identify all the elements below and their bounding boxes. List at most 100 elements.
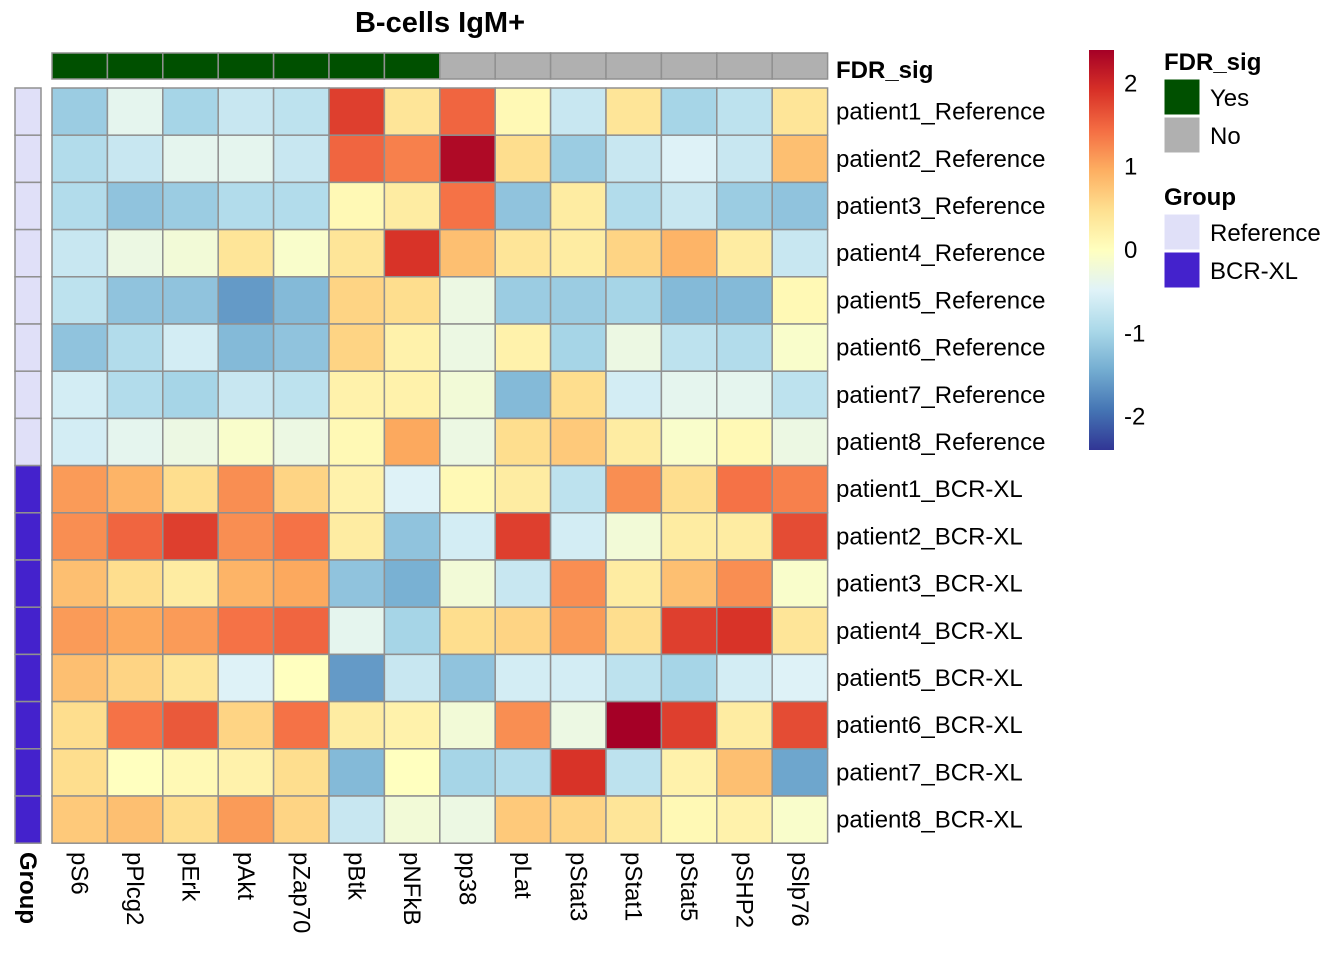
heatmap-cell-patient4-bcr-xl-ps6 [51,606,109,656]
heatmap-cell-patient5-bcr-xl-pslp76 [771,653,829,703]
heatmap-cell-patient3-reference-pzap70 [272,181,330,231]
row-label-patient6-bcr-xl: patient6_BCR-XL [836,712,1023,739]
heatmap-cell-patient8-reference-pshp2 [716,417,773,467]
heatmap-cell-patient3-bcr-xl-plat [494,559,552,608]
heatmap-cell-patient8-bcr-xl-ps6 [51,795,109,844]
heatmap-cell-patient4-bcr-xl-pakt [217,606,275,656]
heatmap-cell-patient2-reference-pbtk [328,134,386,184]
fdr-sig-cell-plat [494,52,552,80]
heatmap-cell-patient8-bcr-xl-pshp2 [716,795,773,844]
heatmap-cell-patient8-reference-pplcg2 [106,417,164,467]
heatmap-cell-patient2-bcr-xl-pslp76 [771,512,829,561]
heatmap-cell-patient1-reference-pstat1 [605,87,663,136]
group-cell-patient2-bcr-xl [14,512,42,561]
heatmap-cell-patient5-bcr-xl-pp38 [439,653,496,703]
heatmap-cell-patient7-reference-pstat1 [605,370,663,420]
heatmap-cell-patient1-bcr-xl-pshp2 [716,464,773,514]
color-scale-tick-label: -2 [1124,404,1145,431]
heatmap-cell-patient4-reference-pnfkb [383,228,441,278]
heatmap-cell-patient1-bcr-xl-plat [494,464,552,514]
heatmap-cell-patient8-reference-pstat1 [605,417,663,467]
heatmap-cell-patient6-reference-pslp76 [771,323,829,372]
heatmap-cell-patient1-bcr-xl-pstat5 [660,464,718,514]
column-label-pp38: pp38 [454,852,481,905]
heatmap-cell-patient8-bcr-xl-pstat3 [549,795,607,844]
heatmap-cell-patient3-bcr-xl-pslp76 [771,559,829,608]
heatmap-cell-patient1-reference-pakt [217,87,275,136]
heatmap-cell-patient7-reference-pplcg2 [106,370,164,420]
heatmap-cell-patient4-reference-pshp2 [716,228,773,278]
heatmap-cell-patient3-reference-pstat5 [660,181,718,231]
legend-label-yes: Yes [1210,85,1249,112]
legend-label-no: No [1210,123,1241,150]
heatmap-cell-patient4-reference-pzap70 [272,228,330,278]
fdr-sig-cell-pakt [217,52,275,80]
row-label-patient1-bcr-xl: patient1_BCR-XL [836,476,1023,503]
heatmap-cell-patient3-reference-pslp76 [771,181,829,231]
legend-label-bcr-xl: BCR-XL [1210,258,1298,285]
group-cell-patient5-bcr-xl [14,653,42,703]
group-annotation-label: Group [14,852,41,924]
heatmap-cell-patient6-bcr-xl-pstat3 [549,700,607,750]
heatmap-cell-patient6-bcr-xl-pbtk [328,700,386,750]
column-label-pakt: pAkt [232,852,259,900]
group-cell-patient6-reference [14,323,42,372]
row-label-patient7-bcr-xl: patient7_BCR-XL [836,759,1023,786]
heatmap-cell-patient1-bcr-xl-pplcg2 [106,464,164,514]
row-label-patient5-bcr-xl: patient5_BCR-XL [836,665,1023,692]
heatmap-cell-patient7-reference-pstat3 [549,370,607,420]
row-labels: patient1_Reference patient2_Referencepati… [836,99,1045,834]
heatmap-cell-patient5-reference-plat [494,276,552,325]
heatmap-cell-patient1-reference-pshp2 [716,87,773,136]
heatmap-cell-patient5-bcr-xl-ps6 [51,653,109,703]
heatmap-cell-patient5-reference-ps6 [51,276,109,325]
heatmap-cell-patient5-bcr-xl-pakt [217,653,275,703]
heatmap-cell-patient5-reference-pstat3 [549,276,607,325]
heatmap-cell-patient3-bcr-xl-pp38 [439,559,496,608]
heatmap-cell-patient2-bcr-xl-pnfkb [383,512,441,561]
legend-swatch-yes [1163,78,1201,116]
heatmap-cell-patient3-reference-ps6 [51,181,109,231]
heatmap-cell-patient3-reference-pakt [217,181,275,231]
heatmap-cell-patient7-bcr-xl-pp38 [439,748,496,797]
heatmap-cell-patient7-reference-pstat5 [660,370,718,420]
row-label-patient3-reference: patient3_Reference [836,193,1045,220]
heatmap-cell-patient8-bcr-xl-pstat5 [660,795,718,844]
group-cell-patient8-bcr-xl [14,795,42,844]
heatmap-cell-patient8-reference-pp38 [439,417,496,467]
heatmap-cell-patient1-bcr-xl-pzap70 [272,464,330,514]
heatmap-cell-patient1-reference-ps6 [51,87,109,136]
heatmap-cell-patient1-bcr-xl-pakt [217,464,275,514]
fdr-sig-cell-pstat1 [605,52,663,80]
column-label-pstat1: pStat1 [620,852,647,921]
heatmap-cell-patient8-reference-perk [162,417,219,467]
group-cell-patient7-reference [14,370,42,420]
heatmap-cell-patient8-reference-pslp76 [771,417,829,467]
heatmap-cell-patient4-reference-pstat1 [605,228,663,278]
heatmap-cell-patient2-reference-pstat3 [549,134,607,184]
heatmap-cell-patient2-bcr-xl-pbtk [328,512,386,561]
heatmap-cell-patient6-bcr-xl-ps6 [51,700,109,750]
heatmap-cell-patient6-reference-pakt [217,323,275,372]
heatmap-cell-patient7-bcr-xl-ps6 [51,748,109,797]
heatmap-cell-patient1-bcr-xl-pstat1 [605,464,663,514]
heatmap-cell-patient3-bcr-xl-pzap70 [272,559,330,608]
heatmap-cell-patient4-reference-perk [162,228,219,278]
group-cell-patient2-reference [14,134,42,184]
row-label-patient5-reference: patient5_Reference [836,287,1045,314]
heatmap-cell-patient3-reference-plat [494,181,552,231]
heatmap-cell-patient2-bcr-xl-pstat5 [660,512,718,561]
heatmap-cell-patient6-bcr-xl-pstat1 [605,700,663,750]
heatmap-cell-patient6-reference-pnfkb [383,323,441,372]
column-label-ps6: pS6 [66,852,93,895]
column-labels: pS6 pPlcg2 pErk pAkt pZap70 pBtk pNFkB pp38 pLat… [66,852,813,933]
heatmap-cell-patient6-bcr-xl-pstat5 [660,700,718,750]
heatmap-cell-patient2-reference-ps6 [51,134,109,184]
heatmap-cell-patient6-reference-pstat5 [660,323,718,372]
heatmap-cell-patient1-reference-pstat5 [660,87,718,136]
heatmap-cell-patient6-reference-pshp2 [716,323,773,372]
heatmap-cell-patient8-reference-ps6 [51,417,109,467]
heatmap-cell-patient7-bcr-xl-pakt [217,748,275,797]
heatmap-cell-patient4-bcr-xl-perk [162,606,219,656]
heatmap-cell-patient6-reference-pplcg2 [106,323,164,372]
